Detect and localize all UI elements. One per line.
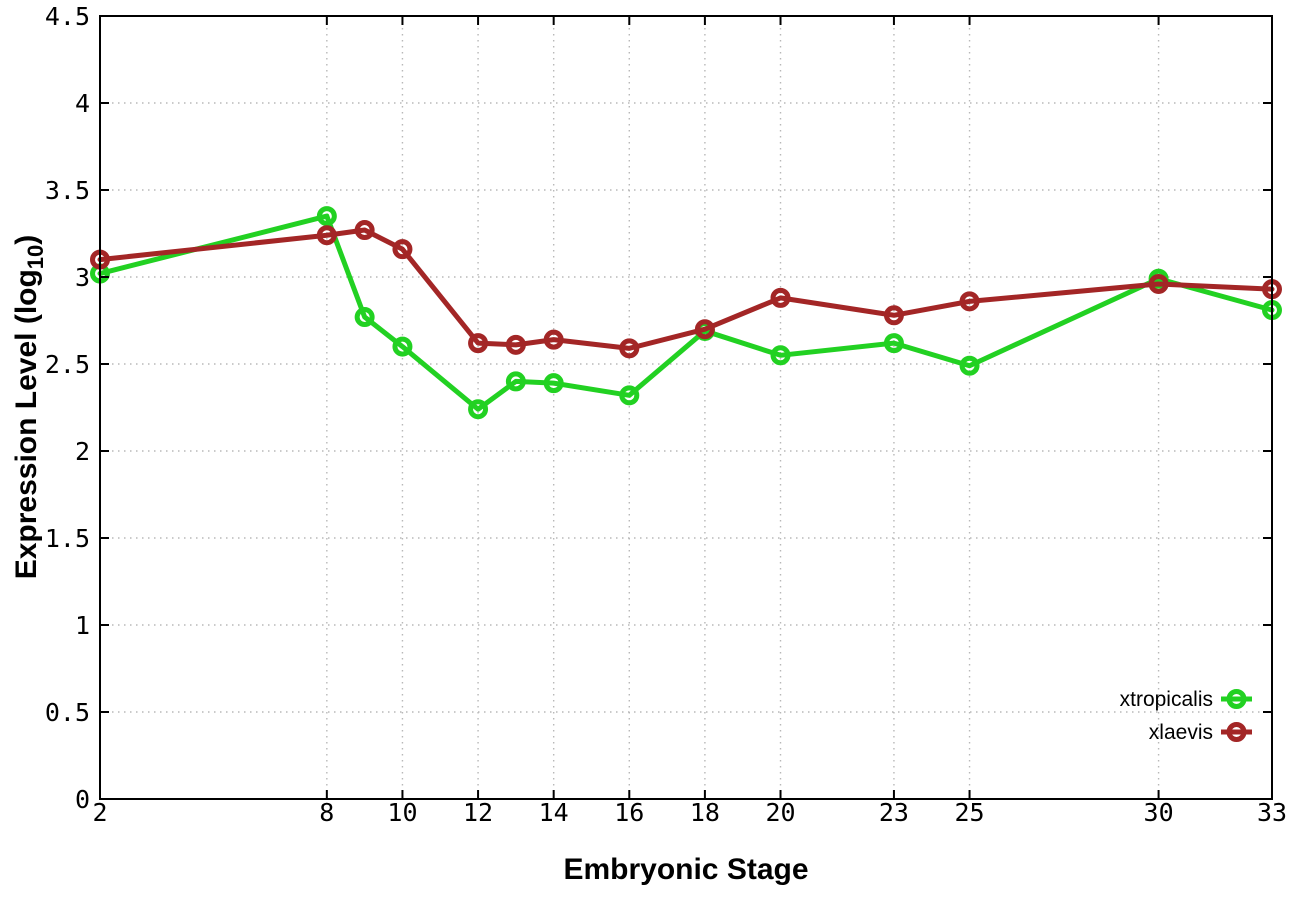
data-point-xlaevis-10: [392, 239, 413, 260]
x-tick-label-30: 30: [1144, 798, 1174, 827]
legend-label-xlaevis: xlaevis: [1149, 721, 1213, 744]
legend-marker-xtropicalis: [1226, 689, 1247, 709]
data-point-xlaevis-16: [619, 338, 640, 359]
data-point-xlaevis-8: [316, 225, 337, 246]
legend-item-xlaevis: xlaevis: [1149, 721, 1252, 744]
tick-labels: 2 8 10 12 14 16 18 20 23 25 30 33 0 0.5 1 1.5 2 2.5 3 3.5 4 4…: [45, 2, 1287, 827]
data-point-xlaevis-13: [505, 334, 526, 355]
data-point-xlaevis-20: [770, 287, 791, 308]
data-point-xtropicalis-23: [883, 333, 904, 354]
data-point-xtropicalis-12: [468, 399, 489, 420]
y-tick-label-2: 2: [75, 437, 90, 466]
x-tick-label-25: 25: [954, 798, 984, 827]
gridlines: [100, 16, 1272, 799]
data-point-xtropicalis-9: [354, 307, 375, 328]
series-xlaevis: [90, 220, 1282, 359]
x-tick-label-16: 16: [614, 798, 644, 827]
y-tick-label-1.5: 1.5: [45, 524, 90, 553]
x-tick-label-2: 2: [92, 798, 107, 827]
y-tick-label-0: 0: [75, 785, 90, 814]
y-tick-label-4.5: 4.5: [45, 2, 90, 31]
axes: [99, 15, 1273, 800]
x-tick-label-23: 23: [879, 798, 909, 827]
series-line-xtropicalis: [97, 213, 1275, 412]
data-point-xtropicalis-13: [505, 371, 526, 392]
data-point-xlaevis-14: [543, 329, 564, 350]
y-tick-label-0.5: 0.5: [45, 698, 90, 727]
x-tick-label-14: 14: [539, 798, 569, 827]
x-tick-label-18: 18: [690, 798, 720, 827]
data-point-xtropicalis-14: [543, 373, 564, 394]
data-point-xtropicalis-16: [619, 385, 640, 406]
data-series: [90, 206, 1282, 420]
y-tick-label-3: 3: [75, 263, 90, 292]
x-tick-label-8: 8: [319, 798, 334, 827]
y-tick-label-3.5: 3.5: [45, 176, 90, 205]
legend-label-xtropicalis: xtropicalis: [1120, 688, 1213, 711]
y-tick-label-2.5: 2.5: [45, 350, 90, 379]
data-point-xlaevis-23: [883, 305, 904, 326]
y-axis-title: Expression Level (log10): [10, 235, 48, 580]
legend: xtropicalis xlaevis: [1120, 688, 1252, 744]
data-point-xlaevis-25: [959, 291, 980, 312]
data-point-xtropicalis-8: [316, 206, 337, 227]
x-tick-label-10: 10: [387, 798, 417, 827]
data-point-xlaevis-9: [354, 220, 375, 241]
x-tick-label-33: 33: [1257, 798, 1287, 827]
data-point-xtropicalis-20: [770, 345, 791, 366]
data-point-xlaevis-12: [468, 333, 489, 354]
y-tick-label-1: 1: [75, 611, 90, 640]
data-point-xtropicalis-10: [392, 336, 413, 357]
series-line-xlaevis: [97, 227, 1275, 351]
data-point-xtropicalis-25: [959, 355, 980, 376]
legend-marker-xlaevis: [1226, 722, 1247, 742]
plot-border: [99, 15, 1273, 800]
data-point-xlaevis-30: [1148, 273, 1169, 294]
legend-item-xtropicalis: xtropicalis: [1120, 688, 1252, 711]
x-tick-label-20: 20: [765, 798, 795, 827]
x-tick-label-12: 12: [463, 798, 493, 827]
x-axis-title: Embryonic Stage: [563, 853, 808, 886]
data-point-xlaevis-18: [694, 319, 715, 340]
y-tick-label-4: 4: [75, 89, 90, 118]
